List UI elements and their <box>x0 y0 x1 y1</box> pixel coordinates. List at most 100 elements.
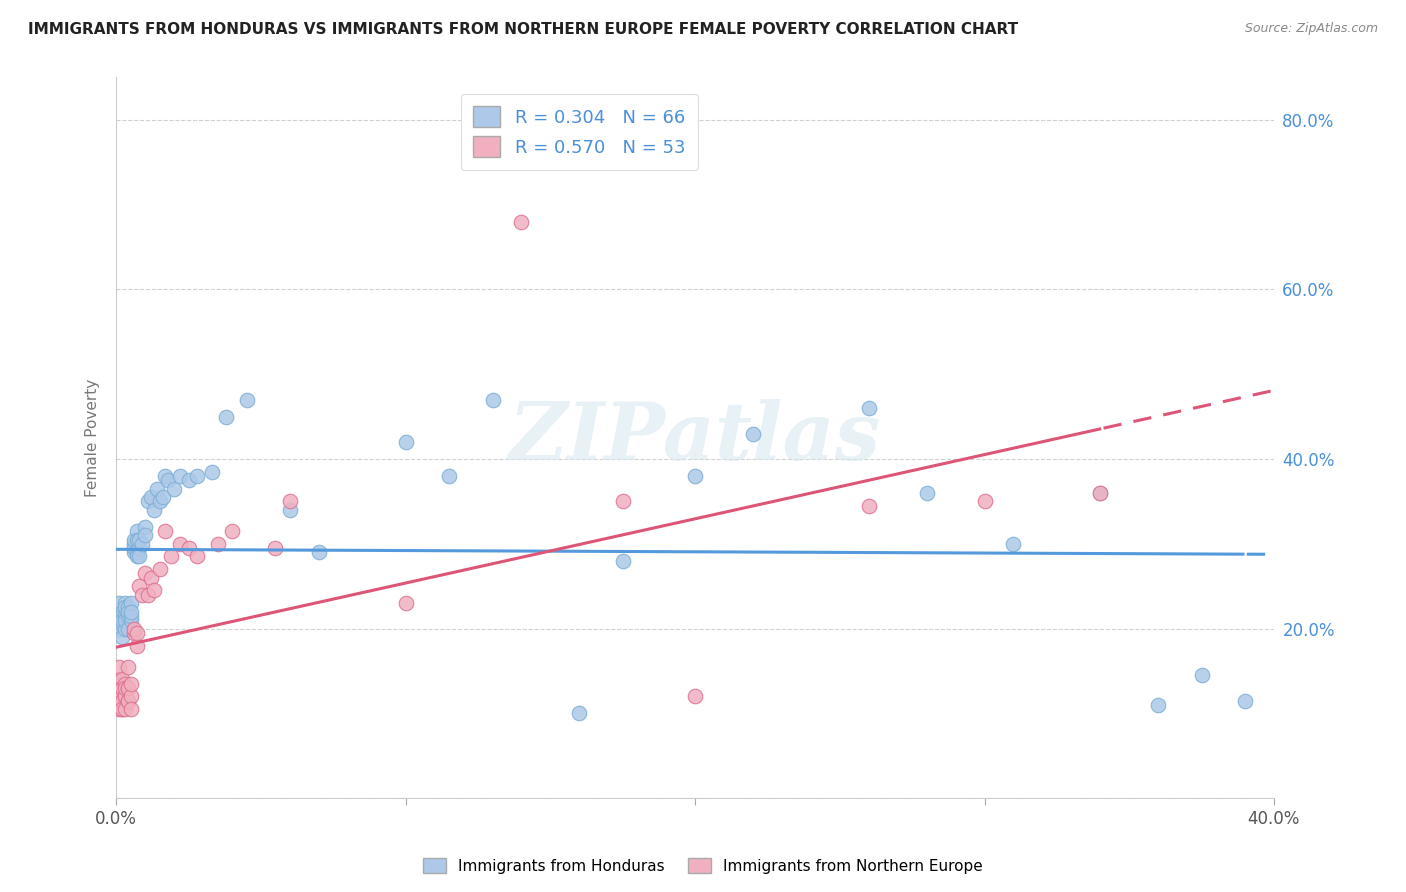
Point <box>120 702 142 716</box>
Point <box>111 690 134 704</box>
Point <box>117 659 139 673</box>
Point <box>207 537 229 551</box>
Point <box>264 541 287 555</box>
Point <box>108 681 131 695</box>
Point <box>117 681 139 695</box>
Point <box>122 622 145 636</box>
Point <box>120 608 142 623</box>
Point <box>128 541 150 555</box>
Point <box>163 482 186 496</box>
Point <box>117 622 139 636</box>
Point <box>308 545 330 559</box>
Point <box>111 702 134 716</box>
Legend: R = 0.304   N = 66, R = 0.570   N = 53: R = 0.304 N = 66, R = 0.570 N = 53 <box>461 94 697 169</box>
Point <box>155 469 177 483</box>
Point <box>117 681 139 695</box>
Point <box>128 533 150 547</box>
Point <box>125 545 148 559</box>
Point <box>114 596 136 610</box>
Point <box>122 533 145 547</box>
Point <box>149 494 172 508</box>
Point <box>134 566 156 581</box>
Point <box>108 596 131 610</box>
Point <box>111 693 134 707</box>
Text: Source: ZipAtlas.com: Source: ZipAtlas.com <box>1244 22 1378 36</box>
Point <box>201 465 224 479</box>
Point <box>125 524 148 538</box>
Point <box>481 392 503 407</box>
Point <box>108 659 131 673</box>
Point <box>131 588 153 602</box>
Point <box>111 676 134 690</box>
Point <box>160 549 183 564</box>
Point <box>169 469 191 483</box>
Point <box>149 562 172 576</box>
Point <box>111 673 134 687</box>
Point <box>683 469 706 483</box>
Point <box>169 537 191 551</box>
Point <box>157 473 180 487</box>
Point <box>114 690 136 704</box>
Point <box>177 541 200 555</box>
Point <box>122 537 145 551</box>
Point <box>114 608 136 623</box>
Point <box>114 600 136 615</box>
Point <box>111 605 134 619</box>
Point <box>152 490 174 504</box>
Point <box>111 613 134 627</box>
Point <box>111 630 134 644</box>
Point <box>134 528 156 542</box>
Point <box>120 676 142 690</box>
Point <box>186 469 208 483</box>
Point <box>117 693 139 707</box>
Point <box>278 503 301 517</box>
Point <box>120 596 142 610</box>
Point <box>973 494 995 508</box>
Point <box>117 608 139 623</box>
Point <box>111 608 134 623</box>
Point <box>683 690 706 704</box>
Point <box>108 622 131 636</box>
Point <box>742 426 765 441</box>
Point <box>510 214 533 228</box>
Point <box>612 494 634 508</box>
Point <box>142 583 165 598</box>
Point <box>915 486 938 500</box>
Point <box>1191 668 1213 682</box>
Y-axis label: Female Poverty: Female Poverty <box>86 379 100 497</box>
Point <box>122 625 145 640</box>
Point <box>125 625 148 640</box>
Point <box>395 435 418 450</box>
Point <box>235 392 257 407</box>
Point <box>221 524 243 538</box>
Point <box>108 698 131 712</box>
Point <box>278 494 301 508</box>
Point <box>122 545 145 559</box>
Point <box>612 554 634 568</box>
Point <box>125 533 148 547</box>
Point <box>114 702 136 716</box>
Point <box>120 613 142 627</box>
Point <box>114 622 136 636</box>
Point <box>858 499 880 513</box>
Point <box>108 690 131 704</box>
Point <box>120 690 142 704</box>
Point <box>114 690 136 704</box>
Point <box>139 571 162 585</box>
Point <box>128 549 150 564</box>
Point <box>111 617 134 632</box>
Point <box>155 524 177 538</box>
Point <box>139 490 162 504</box>
Point <box>111 702 134 716</box>
Point <box>186 549 208 564</box>
Point <box>117 600 139 615</box>
Point <box>120 605 142 619</box>
Legend: Immigrants from Honduras, Immigrants from Northern Europe: Immigrants from Honduras, Immigrants fro… <box>418 852 988 880</box>
Point <box>108 702 131 716</box>
Point <box>125 549 148 564</box>
Point <box>125 639 148 653</box>
Point <box>1090 486 1112 500</box>
Point <box>215 409 238 424</box>
Point <box>111 681 134 695</box>
Point <box>117 693 139 707</box>
